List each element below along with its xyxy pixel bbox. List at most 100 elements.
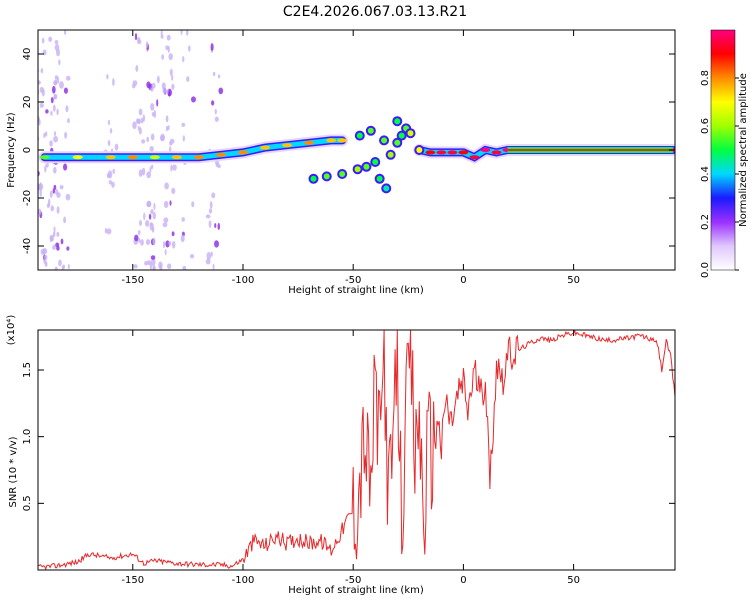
ridge-left-point xyxy=(326,138,337,143)
scatter-blob xyxy=(339,171,346,177)
colorbar-ticks: 0.0 0.2 0.4 0.6 0.8 xyxy=(700,70,739,278)
snr-y-label: SNR (10 * v/v) xyxy=(8,436,19,507)
scatter-blob xyxy=(367,127,374,134)
scatter-blob xyxy=(363,163,370,170)
noise-speckle xyxy=(160,34,164,39)
noise-speckle xyxy=(150,87,154,92)
ridge-right-point xyxy=(436,150,447,155)
noise-speckle xyxy=(151,164,154,170)
noise-speckle xyxy=(138,237,141,243)
ridge-right-point xyxy=(480,148,491,152)
noise-speckle xyxy=(160,133,165,141)
noise-speckle xyxy=(56,76,60,84)
noise-speckle xyxy=(53,135,59,143)
noise-speckle xyxy=(205,214,211,219)
noise-speckle xyxy=(132,83,136,89)
noise-speckle xyxy=(185,30,189,36)
spectrogram-x-ticks: -150 -100 -50 0 50 xyxy=(121,30,580,286)
colorbar-scale xyxy=(710,29,736,271)
noise-speckle xyxy=(162,222,168,228)
noise-speckle xyxy=(138,169,143,177)
noise-speckle xyxy=(148,213,152,220)
scatter-blob xyxy=(310,175,317,182)
noise-speckle xyxy=(111,181,115,188)
noise-speckle xyxy=(44,131,48,137)
ridge-left-point xyxy=(237,150,248,155)
noise-speckle xyxy=(211,192,216,199)
noise-speckle xyxy=(56,231,60,237)
noise-speckle xyxy=(152,237,156,246)
noise-speckle xyxy=(171,187,176,195)
noise-speckle xyxy=(214,116,219,122)
noise-speckle xyxy=(46,203,50,208)
noise-speckle xyxy=(217,222,221,231)
noise-speckle xyxy=(49,190,53,198)
snr-x-ticks: -150 -100 -50 0 50 xyxy=(121,330,580,586)
ridge-right-point xyxy=(491,150,502,155)
scatter-blob xyxy=(381,137,388,144)
noise-speckle xyxy=(43,255,48,260)
noise-speckle xyxy=(106,74,109,80)
x-tick-label: 50 xyxy=(567,275,580,286)
noise-speckle xyxy=(151,82,156,89)
noise-speckle xyxy=(135,65,139,72)
noise-speckle xyxy=(63,87,68,94)
noise-speckle xyxy=(180,234,185,243)
noise-speckle xyxy=(30,181,34,187)
spectrogram-x-label: Height of straight line (km) xyxy=(288,285,424,296)
noise-speckle xyxy=(65,75,71,81)
spectrogram-ridge xyxy=(38,116,675,194)
noise-speckle xyxy=(33,170,36,176)
noise-speckle xyxy=(56,206,60,214)
noise-speckle xyxy=(214,108,217,115)
noise-speckle xyxy=(206,251,212,260)
scatter-blob xyxy=(394,139,401,146)
noise-speckle xyxy=(137,37,141,42)
noise-speckle xyxy=(48,36,53,42)
noise-speckle xyxy=(138,229,141,236)
noise-speckle xyxy=(149,222,154,231)
noise-speckle xyxy=(163,200,169,209)
noise-speckle xyxy=(168,53,173,61)
noise-speckle xyxy=(159,264,163,270)
noise-speckle xyxy=(150,255,156,260)
colorbar: 0.0 0.2 0.4 0.6 0.8 Normalized spectral ampl… xyxy=(700,29,749,278)
noise-speckle xyxy=(43,259,47,264)
noise-speckle xyxy=(182,265,187,270)
noise-speckle xyxy=(210,251,213,257)
scatter-blob xyxy=(376,175,383,182)
ridge-left-point xyxy=(127,155,138,160)
noise-speckle xyxy=(42,49,47,56)
noise-speckle xyxy=(189,254,195,259)
noise-speckle xyxy=(208,208,213,214)
y-tick-label: 1.5 xyxy=(22,362,33,378)
noise-speckle xyxy=(58,259,62,267)
snr-y-ticks: 0.5 1.0 1.5 xyxy=(22,362,675,511)
scatter-blob xyxy=(372,159,379,165)
ridge-left-point xyxy=(282,143,293,148)
noise-speckle xyxy=(164,182,169,190)
scatter-blob xyxy=(407,130,414,137)
ridge-right-point xyxy=(425,150,436,155)
scatter-blob xyxy=(394,118,401,125)
noise-speckle xyxy=(209,201,213,209)
noise-speckle xyxy=(140,117,144,124)
noise-speckle xyxy=(63,216,67,224)
noise-speckle xyxy=(146,171,151,179)
noise-speckle xyxy=(152,265,156,270)
noise-speckle xyxy=(215,163,219,168)
scatter-blob xyxy=(416,147,423,153)
noise-speckle xyxy=(106,172,111,179)
noise-speckle xyxy=(56,108,59,116)
noise-speckle xyxy=(186,76,190,82)
noise-speckle xyxy=(54,266,58,270)
y-tick-label: 0 xyxy=(22,147,33,153)
noise-speckle xyxy=(218,87,224,95)
noise-speckle xyxy=(59,185,64,190)
noise-speckle xyxy=(141,167,146,176)
x-tick-label: -50 xyxy=(345,575,361,586)
noise-speckle xyxy=(169,68,173,76)
noise-speckle xyxy=(34,268,38,272)
noise-speckle xyxy=(60,238,64,245)
